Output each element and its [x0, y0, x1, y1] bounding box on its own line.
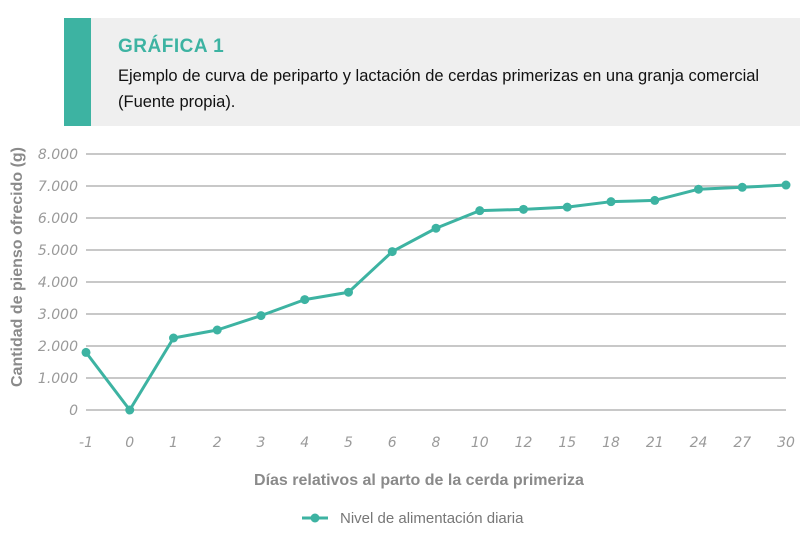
x-tick-label: 27 [733, 435, 751, 451]
data-point [256, 311, 266, 321]
y-tick-label: 1.000 [38, 371, 78, 387]
x-tick-label: 6 [388, 435, 397, 451]
y-axis-ticks: 0 1.000 2.000 3.000 4.000 5.000 6.000 7.000 8.00… [38, 147, 78, 419]
x-tick-label: 10 [471, 435, 489, 451]
data-point [300, 295, 310, 305]
data-point [387, 247, 397, 257]
data-point [125, 405, 135, 415]
x-tick-label: 1 [169, 435, 178, 451]
data-point [344, 287, 353, 297]
x-tick-label: -1 [79, 435, 93, 451]
y-axis-label: Cantidad de pienso ofrecido (g) [9, 147, 26, 387]
x-tick-label: 30 [777, 435, 795, 451]
x-tick-label: 21 [646, 435, 664, 451]
y-tick-label: 7.000 [38, 179, 78, 195]
data-point [169, 333, 178, 343]
y-tick-label: 0 [69, 403, 78, 419]
data-point [694, 184, 703, 194]
data-point [781, 180, 791, 190]
x-axis-ticks: -1 0 1 2 3 4 5 6 8 10 12 15 18 21 24 27 30 [79, 435, 795, 451]
data-point [737, 182, 747, 192]
y-tick-label: 5.000 [38, 243, 78, 259]
legend: Nivel de alimentación diaria [302, 510, 524, 527]
data-point [562, 202, 572, 212]
header-accent-bar [64, 18, 91, 126]
chart-title: Ejemplo de curva de periparto y lactació… [118, 67, 760, 111]
legend-label: Nivel de alimentación diaria [340, 510, 524, 527]
y-tick-label: 8.000 [38, 147, 78, 163]
chart-label: GRÁFICA 1 [118, 36, 225, 57]
data-point [212, 325, 222, 335]
x-axis-label: Días relativos al parto de la cerda prim… [254, 472, 584, 489]
y-tick-label: 2.000 [38, 339, 78, 355]
data-point [81, 347, 91, 357]
data-point [650, 195, 660, 205]
data-point [606, 197, 616, 207]
series-line [84, 183, 787, 412]
x-tick-label: 2 [213, 435, 222, 451]
x-tick-label: 15 [558, 435, 576, 451]
x-tick-label: 4 [300, 435, 309, 451]
y-tick-label: 3.000 [38, 307, 78, 323]
x-tick-label: 8 [432, 435, 441, 451]
x-tick-label: 18 [602, 435, 620, 451]
x-tick-label: 0 [125, 435, 134, 451]
grid-lines [86, 153, 786, 411]
chart-header: GRÁFICA 1 Ejemplo de curva de periparto … [64, 18, 800, 126]
x-tick-label: 12 [515, 435, 533, 451]
data-point [431, 223, 441, 233]
data-point [475, 206, 485, 216]
line-chart: 0 1.000 2.000 3.000 4.000 5.000 6.000 7.000 8.00… [9, 147, 795, 527]
x-tick-label: 3 [257, 435, 266, 451]
x-tick-label: 5 [344, 435, 353, 451]
legend-dot-marker [310, 513, 320, 523]
data-series [81, 180, 791, 415]
x-tick-label: 24 [690, 435, 708, 451]
data-point [519, 204, 528, 214]
y-tick-label: 4.000 [38, 275, 78, 291]
y-tick-label: 6.000 [38, 211, 78, 227]
